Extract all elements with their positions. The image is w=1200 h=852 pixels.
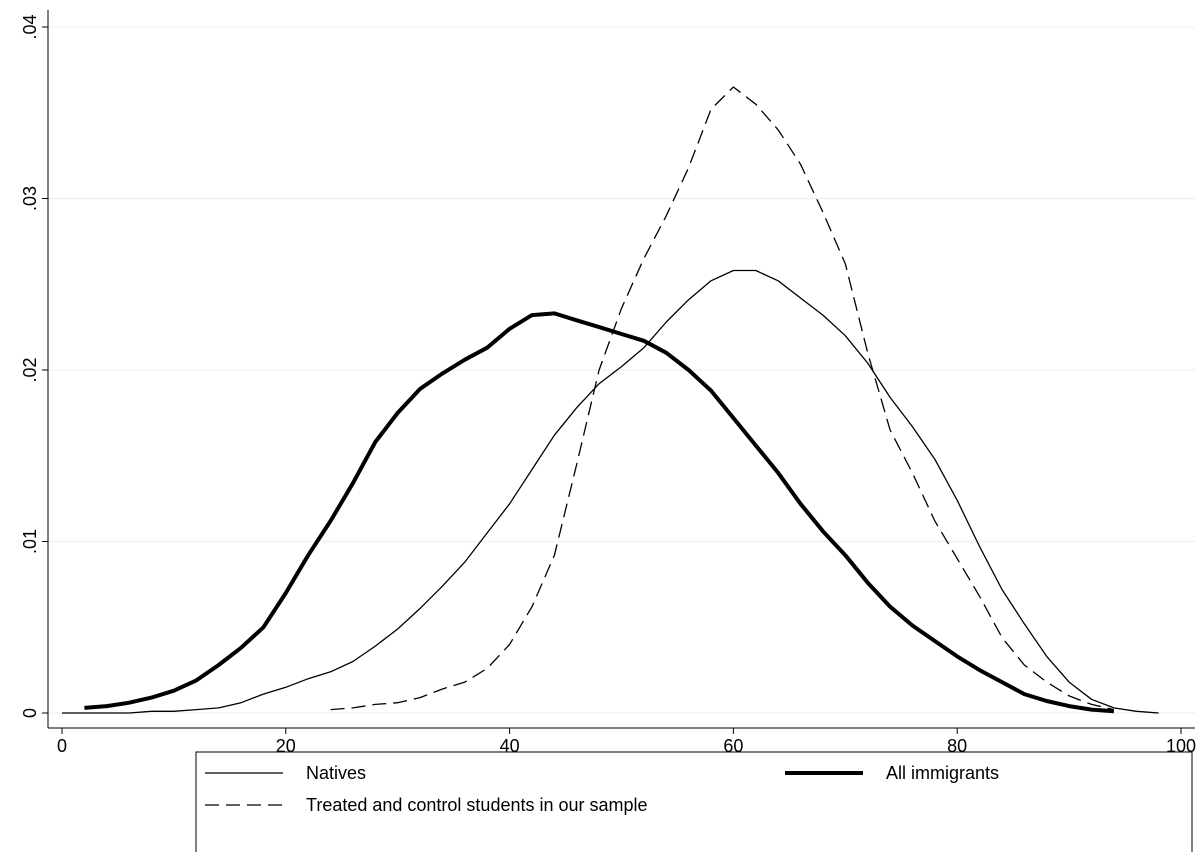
series-line [62, 269, 1159, 714]
y-tick-label: .03 [20, 186, 40, 211]
x-tick-label: 0 [57, 736, 67, 756]
y-tick-label: 0 [20, 708, 40, 718]
legend-label: Natives [306, 763, 366, 783]
y-tick-label: .04 [20, 14, 40, 39]
x-tick-label: 20 [276, 736, 296, 756]
x-tick-label: 100 [1166, 736, 1196, 756]
series-line [330, 86, 1115, 711]
x-tick-label: 40 [500, 736, 520, 756]
x-tick-label: 60 [723, 736, 743, 756]
legend-label: All immigrants [886, 763, 999, 783]
y-tick-label: .02 [20, 357, 40, 382]
legend-label: Treated and control students in our samp… [306, 795, 648, 815]
y-tick-label: .01 [20, 529, 40, 554]
x-tick-label: 80 [947, 736, 967, 756]
series-line [84, 311, 1115, 714]
legend-box [195, 751, 1193, 852]
